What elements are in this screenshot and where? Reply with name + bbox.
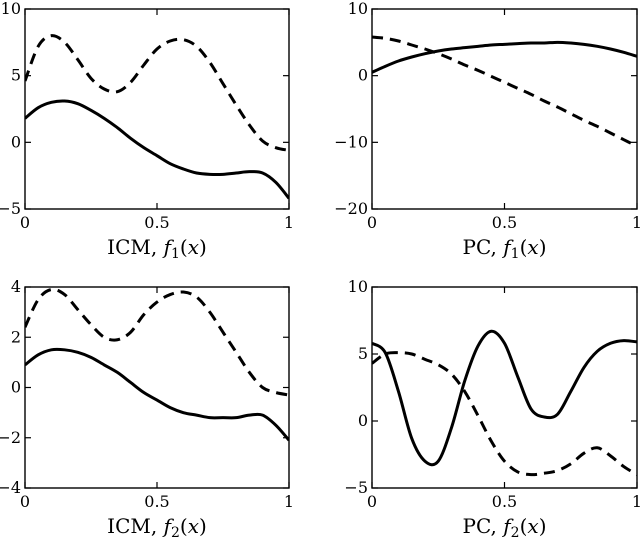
y-tick-label: 4 xyxy=(11,277,21,296)
series-dashed-line xyxy=(25,34,289,152)
x-axis-label: PC, f2(x) xyxy=(463,514,547,541)
x-tick-label: 0 xyxy=(20,492,30,511)
x-axis-label: PC, f1(x) xyxy=(463,235,547,262)
plot-frame xyxy=(371,8,638,210)
series-solid-line xyxy=(25,99,289,200)
subplot-icm-f2: 0 0.5 1 −4 −2 0 2 4 ICM, f2(x) xyxy=(0,277,294,541)
x-axis-label: ICM, f2(x) xyxy=(107,514,207,541)
x-tick-label: 0 xyxy=(367,213,377,232)
series-solid-line xyxy=(372,40,637,74)
x-tick-label: 0.5 xyxy=(492,213,517,232)
series-solid-line xyxy=(25,347,289,442)
plot-frame xyxy=(371,286,638,489)
y-tick-label: 0 xyxy=(11,378,21,397)
y-tick-label: 10 xyxy=(348,0,368,18)
x-tick-label: 1 xyxy=(284,213,294,232)
x-tick-label: 0.5 xyxy=(144,213,169,232)
x-axis-label: ICM, f1(x) xyxy=(107,235,207,262)
subplot-pc-f1: 0 0.5 1 −20 −10 0 10 PC, f1(x) xyxy=(334,0,640,262)
y-tick-label: 5 xyxy=(358,344,368,363)
y-tick-label: −20 xyxy=(334,199,368,218)
x-tick-label: 0 xyxy=(20,213,30,232)
y-tick-label: 10 xyxy=(1,0,21,18)
series-dashed-line xyxy=(372,35,637,148)
x-tick-label: 1 xyxy=(632,213,640,232)
y-tick-label: 10 xyxy=(348,277,368,296)
x-tick-label: 1 xyxy=(632,492,640,511)
series-solid-line xyxy=(372,329,637,467)
y-tick-label: −2 xyxy=(0,428,21,447)
x-tick-label: 1 xyxy=(284,492,294,511)
y-tick-label: 5 xyxy=(11,66,21,85)
y-tick-label: 0 xyxy=(358,411,368,430)
plot-frame xyxy=(24,286,290,489)
x-tick-label: 0.5 xyxy=(492,492,517,511)
y-tick-label: 0 xyxy=(11,132,21,151)
plot-frame xyxy=(24,8,290,210)
series-dashed-line xyxy=(372,351,637,477)
y-tick-label: −5 xyxy=(0,199,21,218)
y-tick-label: −10 xyxy=(334,132,368,151)
x-tick-label: 0.5 xyxy=(144,492,169,511)
y-tick-label: 0 xyxy=(358,66,368,85)
y-tick-label: −4 xyxy=(0,478,21,497)
y-tick-label: 2 xyxy=(11,327,21,346)
y-tick-label: −5 xyxy=(344,478,368,497)
x-tick-label: 0 xyxy=(367,492,377,511)
series-dashed-line xyxy=(25,287,289,397)
